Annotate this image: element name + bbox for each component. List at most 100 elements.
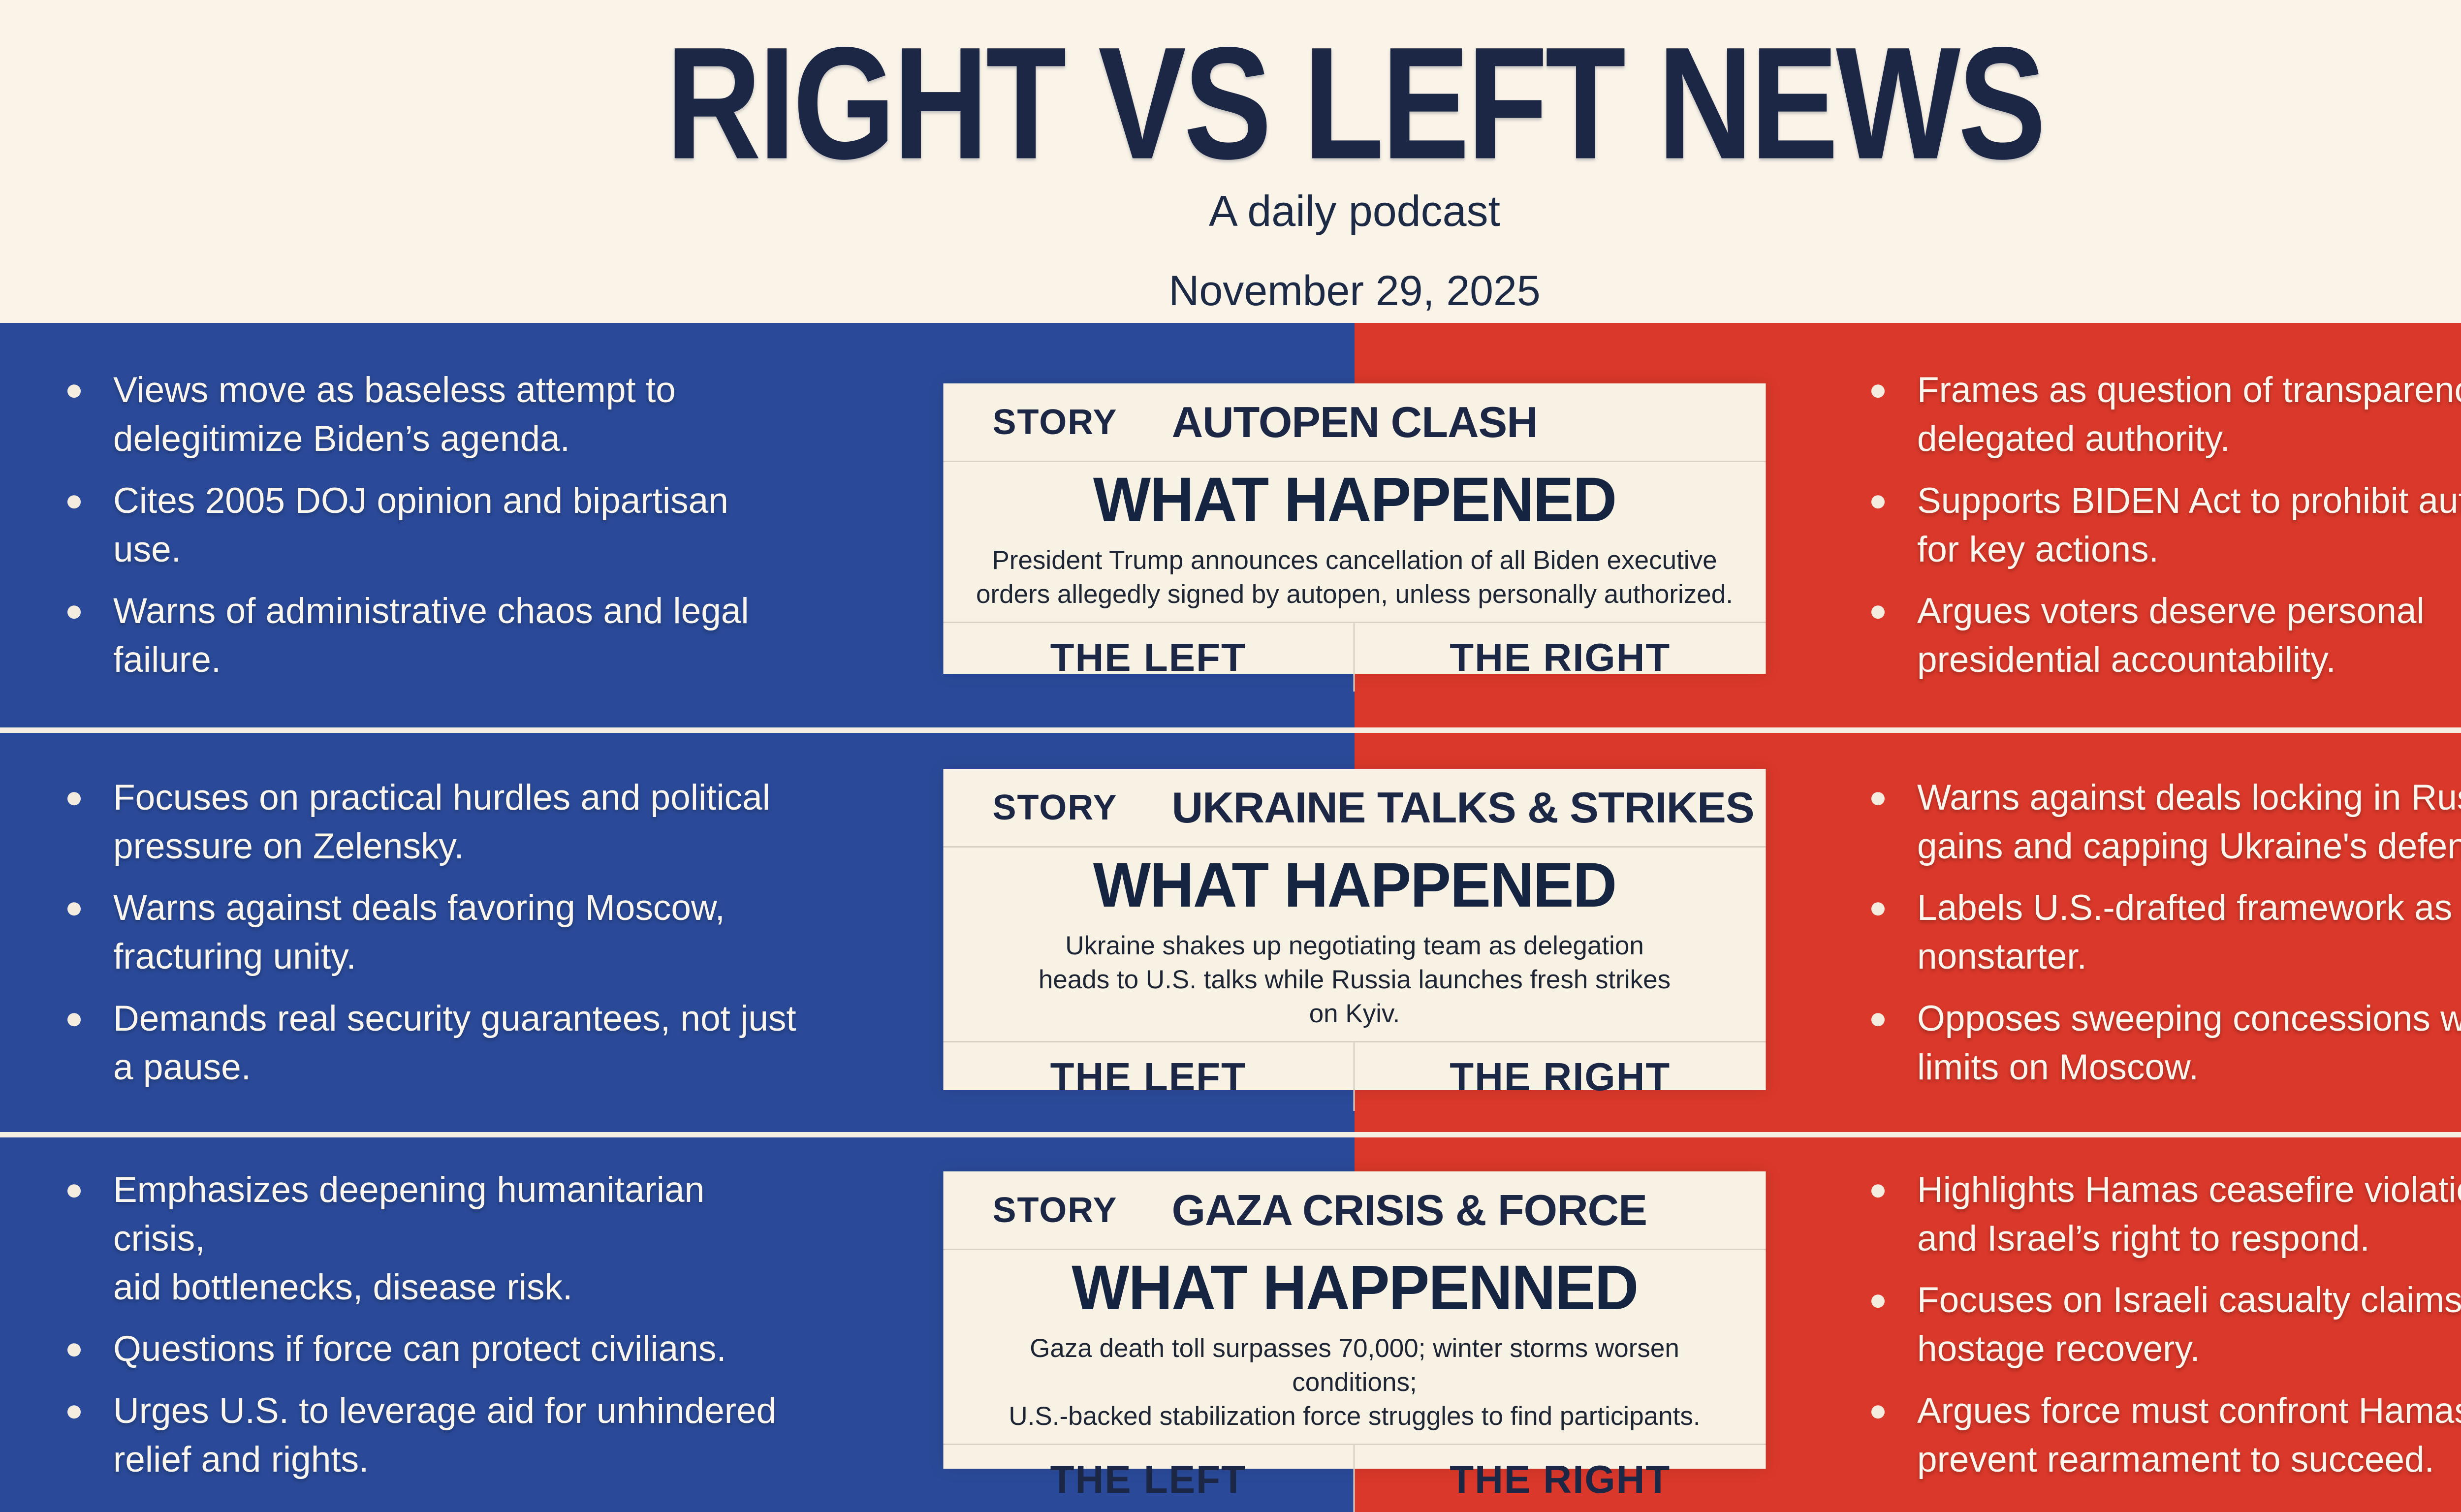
- bullet-text: Frames as question of transparency and d…: [1917, 370, 2461, 459]
- bullet-text: Focuses on Israeli casualty claims and h…: [1917, 1280, 2461, 1369]
- bullet-dot-icon: [1871, 605, 1885, 619]
- bullet-dot-icon: [67, 791, 81, 805]
- list-item: Demands real security guarantees, not ju…: [62, 994, 800, 1092]
- bullet-dot-icon: [67, 495, 81, 508]
- the-right-label: THE RIGHT: [1450, 635, 1671, 679]
- list-item: Argues voters deserve personal president…: [1865, 587, 2461, 685]
- list-item: Cites 2005 DOJ opinion and bipartisan us…: [62, 476, 800, 574]
- story-row-gaza: Emphasizes deepening humanitarian crisis…: [0, 1137, 2461, 1512]
- bullet-text: Argues voters deserve personal president…: [1917, 591, 2425, 680]
- story-label: STORY: [992, 1190, 1118, 1230]
- the-right-label: THE RIGHT: [1450, 1054, 1671, 1099]
- bullet-dot-icon: [1871, 384, 1885, 398]
- bullet-text: Warns against deals locking in Russian g…: [1917, 777, 2461, 866]
- story-title: UKRAINE TALKS & STRIKES: [1171, 783, 1755, 832]
- list-item: Opposes sweeping concessions without lim…: [1865, 994, 2461, 1092]
- bullet-dot-icon: [1871, 495, 1885, 508]
- story-card: STORY GAZA CRISIS & FORCE WHAT HAPPENNED…: [943, 1171, 1766, 1512]
- bullet-dot-icon: [67, 1012, 81, 1026]
- the-left-label: THE LEFT: [1050, 1054, 1246, 1099]
- story-card-header: STORY GAZA CRISIS & FORCE: [943, 1171, 1766, 1250]
- story-card-header: STORY AUTOPEN CLASH: [943, 383, 1766, 462]
- list-item: Supports BIDEN Act to prohibit autopen f…: [1865, 476, 2461, 574]
- row-separator: [0, 1132, 2461, 1137]
- bullet-text: Views move as baseless attempt to delegi…: [113, 370, 676, 459]
- bullet-dot-icon: [1871, 1294, 1885, 1308]
- list-item: Focuses on practical hurdles and politic…: [62, 773, 800, 871]
- bullet-dot-icon: [1871, 902, 1885, 916]
- story-card: STORY AUTOPEN CLASH WHAT HAPPENED Presid…: [943, 383, 1766, 692]
- bullet-dot-icon: [67, 605, 81, 619]
- bullet-text: Urges U.S. to leverage aid for unhindere…: [113, 1390, 777, 1480]
- bullet-text: Supports BIDEN Act to prohibit autopen f…: [1917, 480, 2461, 569]
- bullet-dot-icon: [67, 1343, 81, 1357]
- bullet-text: Warns against deals favoring Moscow, fra…: [113, 888, 725, 977]
- list-item: Emphasizes deepening humanitarian crisis…: [62, 1166, 800, 1312]
- what-happened-summary: Ukraine shakes up negotiating team as de…: [1038, 931, 1671, 1029]
- the-left-cell: THE LEFT: [944, 623, 1355, 692]
- list-item: Questions if force can protect civilians…: [62, 1325, 800, 1374]
- list-item: Frames as question of transparency and d…: [1865, 366, 2461, 464]
- right-opinion-list: Warns against deals locking in Russian g…: [1865, 773, 2461, 1092]
- list-item: Warns against deals favoring Moscow, fra…: [62, 883, 800, 981]
- list-item: Warns against deals locking in Russian g…: [1865, 773, 2461, 871]
- the-left-label: THE LEFT: [1050, 1457, 1246, 1501]
- the-right-label: THE RIGHT: [1450, 1457, 1671, 1501]
- story-card-body: WHAT HAPPENED President Trump announces …: [944, 462, 1766, 622]
- bullet-text: Cites 2005 DOJ opinion and bipartisan us…: [113, 480, 728, 569]
- what-happened-summary: President Trump announces cancellation o…: [976, 546, 1733, 609]
- list-item: Urges U.S. to leverage aid for unhindere…: [62, 1386, 800, 1484]
- story-label: STORY: [992, 788, 1118, 827]
- story-row-autopen: Views move as baseless attempt to delegi…: [0, 323, 2461, 727]
- the-left-cell: THE LEFT: [944, 1445, 1355, 1512]
- story-label: STORY: [992, 402, 1118, 442]
- story-title: GAZA CRISIS & FORCE: [1171, 1185, 1647, 1234]
- bullet-dot-icon: [67, 1405, 81, 1418]
- bullet-text: Focuses on practical hurdles and politic…: [113, 777, 770, 866]
- the-right-cell: THE RIGHT: [1355, 1042, 1766, 1111]
- story-card-body: WHAT HAPPENED Ukraine shakes up negotiat…: [944, 848, 1766, 1041]
- left-opinion-list: Emphasizes deepening humanitarian crisis…: [62, 1166, 800, 1484]
- list-item: Views move as baseless attempt to delegi…: [62, 366, 800, 464]
- left-opinion-list: Focuses on practical hurdles and politic…: [62, 773, 800, 1092]
- bullet-dot-icon: [67, 902, 81, 916]
- bullet-dot-icon: [67, 1184, 81, 1197]
- story-card-header: STORY UKRAINE TALKS & STRIKES: [943, 769, 1766, 848]
- story-card-footer: THE LEFT THE RIGHT: [943, 1444, 1766, 1512]
- story-card-footer: THE LEFT THE RIGHT: [943, 622, 1766, 692]
- list-item: Argues force must confront Hamas and pre…: [1865, 1386, 2461, 1484]
- page-title: RIGHT VS LEFT NEWS: [665, 14, 2046, 193]
- what-happened-heading: WHAT HAPPENED: [1093, 465, 1617, 535]
- left-opinion-list: Views move as baseless attempt to delegi…: [62, 366, 800, 685]
- poster-header: RIGHT VS LEFT NEWS A daily podcast Novem…: [0, 0, 2461, 323]
- bullet-text: Warns of administrative chaos and legal …: [113, 591, 749, 680]
- row-separator: [0, 727, 2461, 733]
- what-happened-summary: Gaza death toll surpasses 70,000; winter…: [1009, 1334, 1701, 1431]
- list-item: Labels U.S.-drafted framework as a nonst…: [1865, 883, 2461, 981]
- bullet-dot-icon: [1871, 1184, 1885, 1197]
- bullet-text: Questions if force can protect civilians…: [113, 1329, 726, 1369]
- bullet-text: Argues force must confront Hamas and pre…: [1917, 1390, 2461, 1480]
- the-left-label: THE LEFT: [1050, 635, 1246, 679]
- list-item: Highlights Hamas ceasefire violations an…: [1865, 1166, 2461, 1263]
- what-happened-heading: WHAT HAPPENNED: [1071, 1253, 1639, 1323]
- list-item: Focuses on Israeli casualty claims and h…: [1865, 1276, 2461, 1374]
- bullet-text: Highlights Hamas ceasefire violations an…: [1917, 1169, 2461, 1259]
- list-item: Warns of administrative chaos and legal …: [62, 587, 800, 685]
- bullet-text: Labels U.S.-drafted framework as a nonst…: [1917, 888, 2453, 977]
- the-left-cell: THE LEFT: [944, 1042, 1355, 1111]
- bullet-dot-icon: [67, 384, 81, 398]
- page-subtitle: A daily podcast: [1209, 187, 1500, 235]
- what-happened-heading: WHAT HAPPENED: [1093, 850, 1617, 920]
- story-title: AUTOPEN CLASH: [1171, 397, 1538, 446]
- story-card: STORY UKRAINE TALKS & STRIKES WHAT HAPPE…: [943, 769, 1766, 1111]
- right-opinion-list: Highlights Hamas ceasefire violations an…: [1865, 1166, 2461, 1484]
- episode-date: November 29, 2025: [1168, 267, 1541, 315]
- story-card-footer: THE LEFT THE RIGHT: [943, 1041, 1766, 1111]
- bullet-text: Emphasizes deepening humanitarian crisis…: [113, 1169, 705, 1308]
- bullet-text: Demands real security guarantees, not ju…: [113, 998, 796, 1088]
- right-opinion-list: Frames as question of transparency and d…: [1865, 366, 2461, 685]
- bullet-text: Opposes sweeping concessions without lim…: [1917, 998, 2461, 1088]
- bullet-dot-icon: [1871, 1405, 1885, 1418]
